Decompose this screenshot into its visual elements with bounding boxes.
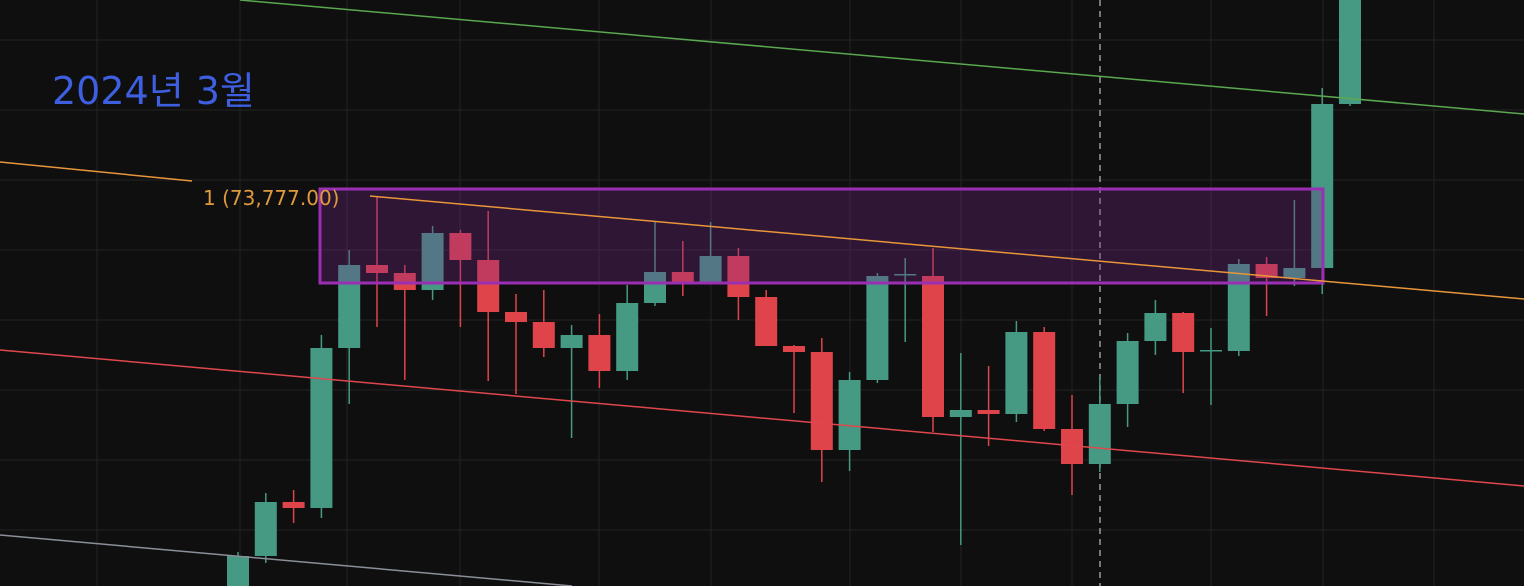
- candle-body: [310, 348, 333, 508]
- candle-body: [1033, 332, 1056, 429]
- candle-body: [1311, 104, 1334, 268]
- trend-line: [0, 349, 1524, 487]
- annotation: 1 (73,777.00): [203, 186, 339, 210]
- candle-body: [1200, 350, 1222, 352]
- candle-body: [810, 352, 833, 450]
- candle-body: [449, 233, 472, 260]
- candle-body: [699, 256, 722, 282]
- candle-body: [671, 272, 694, 282]
- trend-line: [0, 161, 193, 182]
- candle-body: [894, 274, 917, 276]
- candle-body: [727, 256, 750, 297]
- candle-body: [1116, 341, 1139, 404]
- candle-body: [1283, 268, 1306, 278]
- candle-body: [922, 276, 944, 417]
- candle-body: [560, 335, 583, 348]
- candle-body: [477, 260, 500, 312]
- candle-body: [755, 297, 778, 346]
- candle-body: [505, 312, 527, 322]
- candle-body: [366, 265, 388, 273]
- candle-body: [1339, 0, 1361, 104]
- candle-body: [644, 272, 666, 303]
- trend-line: [239, 0, 1524, 115]
- candle-body: [1227, 264, 1250, 351]
- candle-body: [282, 502, 305, 508]
- candle-body: [227, 556, 249, 586]
- candle-body: [616, 303, 639, 371]
- candle-body: [838, 380, 861, 450]
- trend-line: [369, 195, 1524, 300]
- candle-body: [866, 276, 889, 380]
- candle-body: [977, 410, 1000, 414]
- candle-body: [1005, 332, 1028, 414]
- trend-line: [0, 534, 573, 586]
- candle-body: [1088, 404, 1111, 464]
- candle-body: [532, 322, 555, 348]
- candle-body: [588, 335, 611, 371]
- candles: [227, 0, 1361, 586]
- chart-title: 2024년 3월: [52, 69, 255, 113]
- candle-body: [421, 233, 444, 290]
- candle-body: [1061, 429, 1083, 464]
- candle-body: [1172, 313, 1195, 352]
- candle-body: [254, 502, 277, 556]
- candle-body: [1255, 264, 1278, 278]
- candle-body: [783, 346, 805, 352]
- candle-body: [949, 410, 972, 417]
- candle-body: [1144, 313, 1167, 341]
- candle-body: [338, 265, 361, 348]
